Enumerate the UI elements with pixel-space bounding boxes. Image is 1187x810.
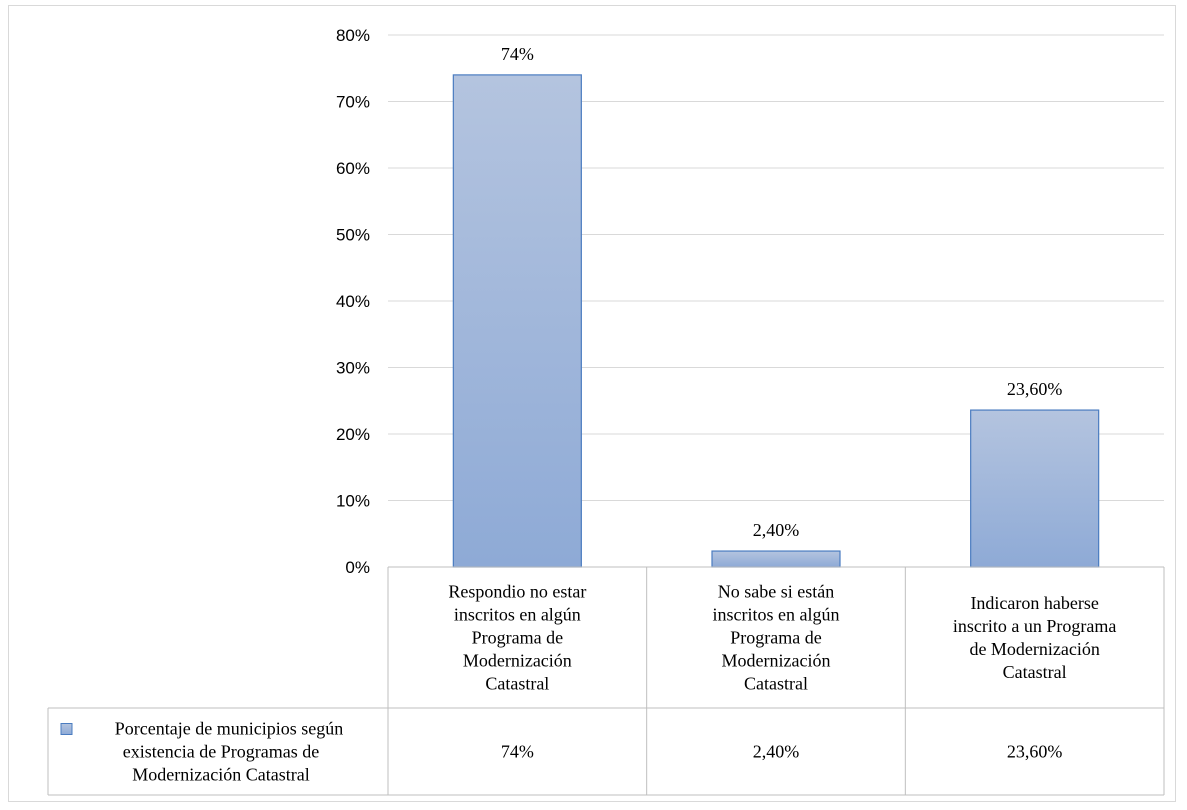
table-value-cell: 23,60%: [1007, 742, 1063, 762]
series-name: Porcentaje de municipios según existencia…: [115, 719, 343, 785]
bar: [452, 74, 582, 568]
table-value-cell: 2,40%: [753, 742, 800, 762]
y-tick-label: 30%: [336, 359, 370, 378]
y-tick-label: 0%: [345, 558, 370, 577]
legend-key: [60, 723, 73, 735]
y-axis: 0% 10% 20% 30% 40% 50% 60% 70% 80%: [336, 26, 370, 577]
y-tick-label: 80%: [336, 26, 370, 45]
y-tick-label: 60%: [336, 159, 370, 178]
y-tick-label: 50%: [336, 226, 370, 245]
y-tick-label: 40%: [336, 292, 370, 311]
bar-data-label: 74%: [501, 44, 534, 64]
category-label: Respondio no estar inscritos en algún Prog…: [448, 582, 586, 694]
bar-data-label: 23,60%: [1007, 379, 1063, 399]
bars: [452, 74, 1100, 568]
y-tick-label: 70%: [336, 93, 370, 112]
y-tick-label: 10%: [336, 492, 370, 511]
bar: [711, 550, 841, 568]
y-tick-label: 20%: [336, 425, 370, 444]
bar-data-label: 2,40%: [753, 520, 800, 540]
chart-frame: [8, 5, 1176, 802]
category-label: Indicaron haberse inscrito a un Programa d…: [953, 593, 1116, 682]
table-value-cell: 74%: [501, 742, 534, 762]
bar: [970, 409, 1100, 568]
data-labels: 74% 2,40% 23,60%: [501, 44, 1063, 540]
data-table: Respondio no estar inscritos en algún Prog…: [47, 566, 1165, 796]
category-label: No sabe si están inscritos en algún Progra…: [713, 582, 840, 694]
